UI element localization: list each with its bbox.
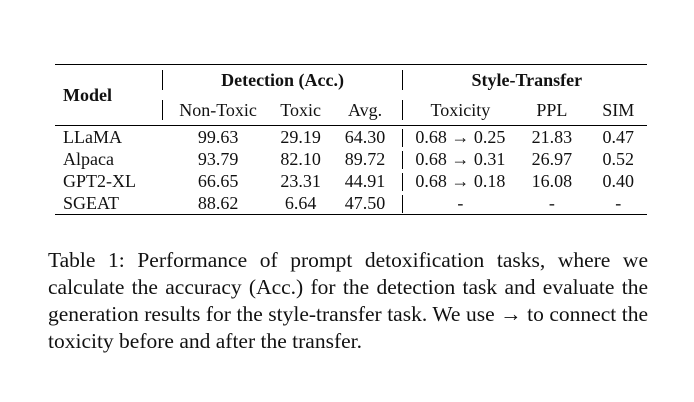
ppl-cell: 16.08 xyxy=(531,171,573,191)
ppl-cell: - xyxy=(548,193,555,213)
col-header-non-toxic: Non-Toxic xyxy=(179,100,257,120)
results-table: Model Detection (Acc.) Style-Transfer No… xyxy=(55,64,647,215)
model-cell: GPT2-XL xyxy=(63,171,136,191)
avg-cell: 47.50 xyxy=(344,193,386,213)
header-row-2: Non-Toxic Toxic Avg. Toxicity PPL SIM xyxy=(55,95,647,126)
sim-cell: 0.40 xyxy=(602,171,634,191)
detection-group-header: Detection (Acc.) xyxy=(221,70,345,90)
ppl-cell: 26.97 xyxy=(531,149,573,169)
column-divider xyxy=(161,70,163,91)
avg-cell: 64.30 xyxy=(344,127,386,147)
sim-cell: - xyxy=(615,193,622,213)
table-caption: Table 1: Performance of prompt detoxific… xyxy=(48,248,648,353)
column-divider xyxy=(402,70,404,91)
toxic-cell: 82.10 xyxy=(280,149,321,169)
model-cell: Alpaca xyxy=(63,149,114,169)
non-toxic-cell: 99.63 xyxy=(197,127,239,147)
table-row: GPT2-XL 66.65 23.31 44.91 0.68 → 0.18 16… xyxy=(55,170,647,192)
toxic-cell: 29.19 xyxy=(280,127,321,147)
table-row: LLaMA 99.63 29.19 64.30 0.68 → 0.25 21.8… xyxy=(55,126,647,148)
table-row: SGEAT 88.62 6.64 47.50 - - - xyxy=(55,192,647,215)
non-toxic-cell: 66.65 xyxy=(197,171,239,191)
sim-cell: 0.52 xyxy=(602,149,634,169)
toxic-cell: 6.64 xyxy=(284,193,317,213)
toxic-cell: 23.31 xyxy=(280,171,321,191)
model-column-header: Model xyxy=(63,85,112,105)
model-cell: LLaMA xyxy=(63,127,122,147)
toxicity-cell: 0.68 → 0.31 xyxy=(415,149,506,169)
col-header-avg: Avg. xyxy=(347,100,383,120)
column-divider xyxy=(402,100,404,121)
ppl-cell: 21.83 xyxy=(531,127,573,147)
column-divider xyxy=(402,172,404,191)
col-header-sim: SIM xyxy=(602,100,635,120)
column-divider xyxy=(161,100,163,121)
col-header-ppl: PPL xyxy=(536,100,568,120)
avg-cell: 89.72 xyxy=(344,149,386,169)
header-row-1: Model Detection (Acc.) Style-Transfer xyxy=(55,65,647,104)
toxicity-cell: - xyxy=(457,193,464,213)
table-row: Alpaca 93.79 82.10 89.72 0.68 → 0.31 26.… xyxy=(55,148,647,170)
column-divider xyxy=(402,128,404,147)
toxicity-cell: 0.68 → 0.18 xyxy=(415,171,506,191)
style-transfer-group-header: Style-Transfer xyxy=(471,70,583,90)
column-divider xyxy=(402,150,404,169)
sim-cell: 0.47 xyxy=(602,127,634,147)
model-cell: SGEAT xyxy=(63,193,120,213)
toxicity-cell: 0.68 → 0.25 xyxy=(415,127,506,147)
column-divider xyxy=(402,194,404,213)
non-toxic-cell: 93.79 xyxy=(197,149,239,169)
avg-cell: 44.91 xyxy=(344,171,386,191)
col-header-toxicity: Toxicity xyxy=(430,100,491,120)
non-toxic-cell: 88.62 xyxy=(197,193,239,213)
col-header-toxic: Toxic xyxy=(280,100,321,120)
